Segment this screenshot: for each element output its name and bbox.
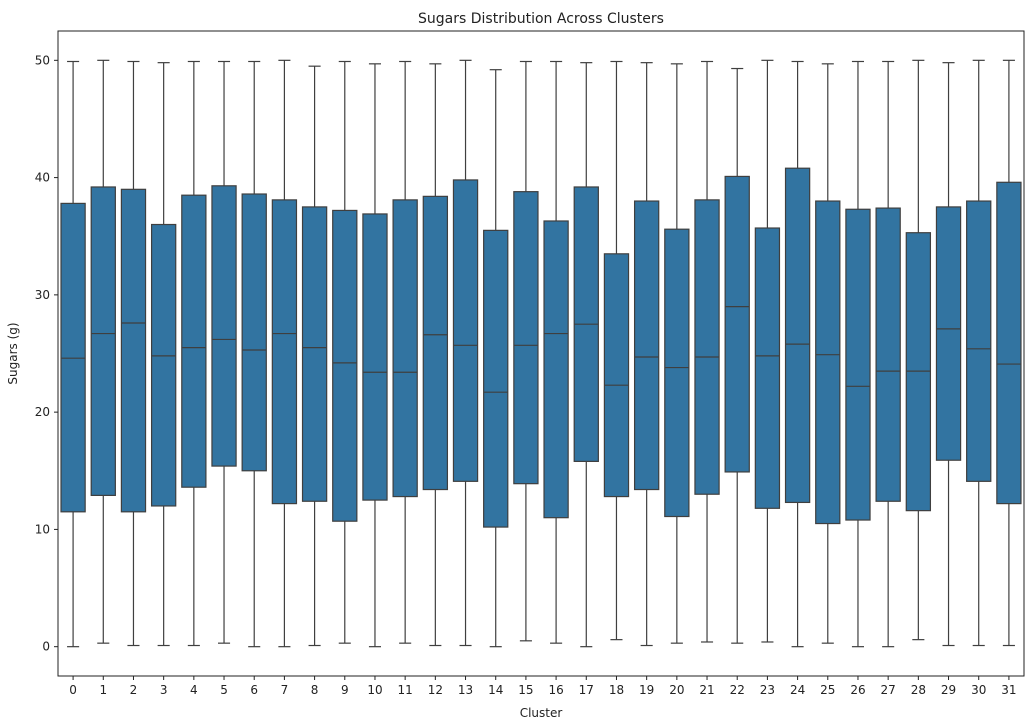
- box-iqr: [966, 200, 992, 482]
- box-iqr: [815, 200, 841, 525]
- x-tick-label: 3: [160, 683, 168, 697]
- x-tick-label: 1: [99, 683, 107, 697]
- box-iqr: [362, 213, 388, 501]
- box-iqr: [603, 253, 630, 498]
- x-tick-label: 2: [130, 683, 138, 697]
- x-tick-label: 22: [730, 683, 745, 697]
- x-tick-label: 26: [850, 683, 865, 697]
- y-tick-label: 0: [42, 640, 50, 654]
- y-tick-label: 10: [35, 522, 50, 536]
- x-tick-label: 18: [609, 683, 624, 697]
- box-iqr: [724, 175, 750, 473]
- box-iqr: [513, 191, 539, 485]
- box-iqr: [543, 220, 569, 519]
- box-iqr: [452, 179, 479, 482]
- box-iqr: [996, 181, 1022, 505]
- x-tick-label: 27: [881, 683, 896, 697]
- x-tick-label: 16: [548, 683, 563, 697]
- box-iqr: [875, 207, 901, 502]
- y-tick-label: 40: [35, 171, 50, 185]
- x-tick-label: 29: [941, 683, 956, 697]
- box-iqr: [120, 188, 147, 513]
- box-iqr: [332, 209, 358, 522]
- x-tick-label: 6: [250, 683, 258, 697]
- x-tick-label: 5: [220, 683, 228, 697]
- y-tick-label: 30: [35, 288, 50, 302]
- box-iqr: [784, 167, 811, 504]
- y-tick-label: 20: [35, 405, 50, 419]
- box-iqr: [150, 223, 177, 507]
- x-tick-label: 15: [518, 683, 533, 697]
- chart-title: Sugars Distribution Across Clusters: [418, 11, 664, 27]
- box-iqr: [754, 227, 781, 509]
- box-iqr: [271, 199, 298, 505]
- box-iqr: [935, 206, 962, 461]
- box-iqr: [301, 206, 328, 502]
- box-iqr: [694, 199, 720, 495]
- x-tick-label: 4: [190, 683, 198, 697]
- box-iqr: [392, 199, 418, 498]
- x-tick-label: 0: [69, 683, 77, 697]
- box-iqr: [422, 195, 449, 491]
- y-tick-label: 50: [35, 53, 50, 67]
- box-iqr: [664, 228, 690, 518]
- x-tick-label: 21: [699, 683, 714, 697]
- box-iqr: [241, 193, 267, 472]
- x-tick-label: 8: [311, 683, 319, 697]
- box-iqr: [633, 200, 660, 491]
- x-tick-label: 11: [398, 683, 413, 697]
- box-iqr: [90, 186, 116, 497]
- x-tick-label: 10: [367, 683, 382, 697]
- x-tick-label: 20: [669, 683, 684, 697]
- x-tick-label: 12: [428, 683, 443, 697]
- x-tick-label: 7: [281, 683, 289, 697]
- box-iqr: [181, 194, 207, 488]
- box-iqr: [483, 229, 509, 528]
- x-tick-label: 17: [579, 683, 594, 697]
- x-tick-label: 13: [458, 683, 473, 697]
- box-iqr: [211, 185, 237, 467]
- x-tick-label: 31: [1001, 683, 1016, 697]
- x-tick-label: 23: [760, 683, 775, 697]
- x-tick-label: 9: [341, 683, 349, 697]
- box-iqr: [845, 208, 871, 521]
- x-tick-label: 28: [911, 683, 926, 697]
- y-axis-label: Sugars (g): [6, 322, 20, 384]
- x-axis-label: Cluster: [520, 706, 563, 720]
- axes-frame: [57, 30, 1025, 677]
- x-tick-label: 19: [639, 683, 654, 697]
- x-tick-label: 14: [488, 683, 503, 697]
- x-tick-label: 25: [820, 683, 835, 697]
- x-tick-label: 30: [971, 683, 986, 697]
- x-tick-label: 24: [790, 683, 805, 697]
